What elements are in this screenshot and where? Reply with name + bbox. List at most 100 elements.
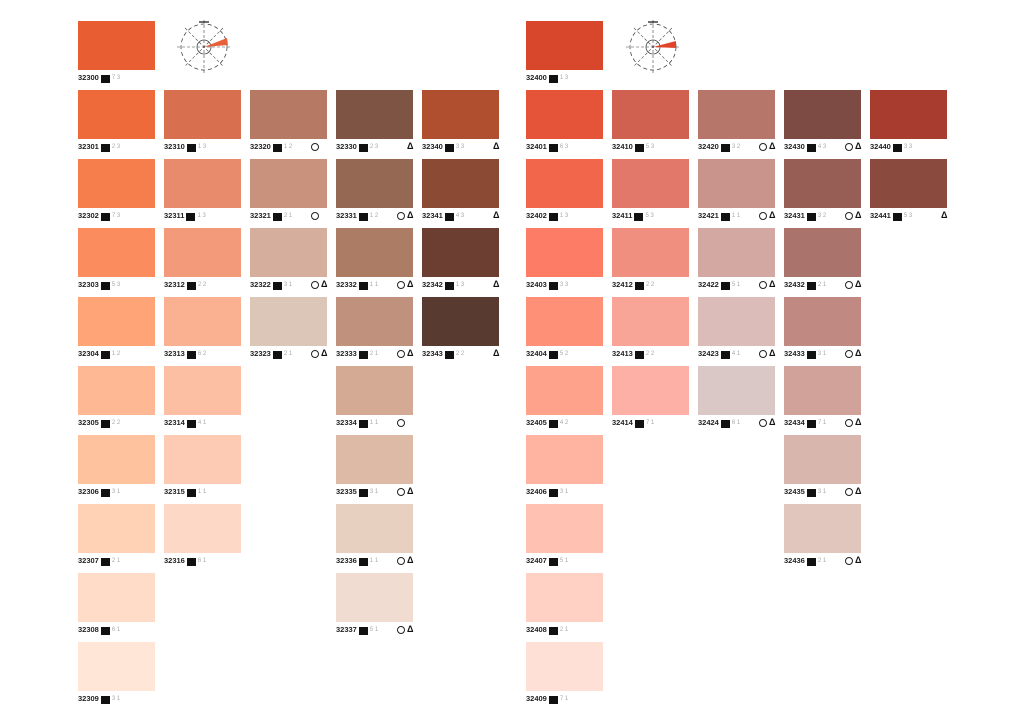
swatch-marks: 2 2 [634, 349, 654, 359]
swatch-label-32403: 32403 3 3 [526, 280, 608, 290]
swatch-marks: 6 3 [548, 142, 568, 152]
circle-icon [397, 626, 405, 634]
swatch-label-32430: 32430 4 3 Δ [784, 141, 866, 152]
swatch-code: 32340 [422, 142, 443, 151]
black-square-icon [100, 696, 110, 704]
swatch-rating: 1 3 [559, 213, 569, 219]
black-square-icon [548, 75, 558, 83]
swatch-label-32304: 32304 1 2 [78, 349, 160, 359]
black-square-icon [634, 144, 644, 152]
swatch-rating: 1 3 [197, 144, 207, 150]
black-square-icon [100, 351, 110, 359]
delta-icon: Δ [493, 210, 500, 220]
black-square-icon [806, 351, 816, 359]
swatch-code: 32409 [526, 694, 547, 703]
swatch-marks: 2 2 [100, 418, 120, 428]
black-square-icon [892, 213, 902, 221]
swatch-code: 32313 [164, 349, 185, 358]
delta-icon: Δ [855, 141, 862, 151]
delta-icon: Δ [493, 279, 500, 289]
black-square-icon [444, 282, 454, 290]
swatch-label-32409: 32409 7 1 [526, 694, 608, 704]
swatch-rating: 2 1 [817, 282, 827, 288]
black-square-icon [548, 558, 558, 566]
delta-icon: Δ [855, 279, 862, 289]
swatch-32336 [336, 504, 413, 553]
swatch-code: 32314 [164, 418, 185, 427]
swatch-32335 [336, 435, 413, 484]
swatch-marks: 2 2 [634, 280, 654, 290]
swatch-code: 32441 [870, 211, 891, 220]
swatch-marks: 1 3 [444, 280, 464, 290]
black-square-icon [100, 282, 110, 290]
swatch-marks: 4 1 [186, 418, 206, 428]
swatch-rating: 1 3 [197, 213, 206, 219]
swatch-label-32315: 32315 1 1 [164, 487, 246, 497]
black-square-icon [100, 75, 110, 83]
swatch-rating: 7 3 [111, 75, 121, 81]
swatch-code: 32342 [422, 280, 443, 289]
black-square-icon [548, 420, 558, 428]
swatch-32406 [526, 435, 603, 484]
swatch-32300 [78, 21, 155, 70]
circle-icon [845, 212, 853, 220]
circle-icon [311, 143, 319, 151]
swatch-marks: 6 1 [100, 625, 120, 635]
swatch-rating: 5 3 [645, 144, 655, 150]
swatch-rating: 4 2 [559, 420, 569, 426]
swatch-code: 32402 [526, 211, 547, 220]
swatch-label-32414: 32414 7 1 [612, 418, 694, 428]
swatch-marks: 6 1 [186, 556, 207, 566]
swatch-label-32322: 32322 3 1 Δ [250, 279, 332, 290]
swatch-marks: 3 1 [806, 487, 826, 497]
swatch-rating: 1 1 [369, 558, 379, 564]
black-square-icon [548, 213, 558, 221]
swatch-rating: 1 2 [369, 213, 379, 219]
swatch-rating: 1 2 [111, 351, 121, 357]
swatch-32411 [612, 159, 689, 208]
swatch-code: 32304 [78, 349, 99, 358]
black-square-icon [806, 420, 816, 428]
swatch-code: 32433 [784, 349, 805, 358]
swatch-rating: 2 2 [197, 282, 207, 288]
black-square-icon [358, 282, 368, 290]
swatch-marks: 1 2 [100, 349, 121, 359]
swatch-rating: 2 1 [283, 213, 293, 219]
swatch-32310 [164, 90, 241, 139]
delta-icon: Δ [321, 348, 328, 358]
swatch-label-32405: 32405 4 2 [526, 418, 608, 428]
delta-icon: Δ [855, 348, 862, 358]
swatch-32432 [784, 228, 861, 277]
swatch-rating: 6 1 [197, 558, 207, 564]
circle-icon [397, 419, 405, 427]
swatch-code: 32412 [612, 280, 633, 289]
black-square-icon [186, 213, 196, 221]
delta-icon: Δ [855, 486, 862, 496]
swatch-code: 32430 [784, 142, 805, 151]
black-square-icon [358, 351, 368, 359]
swatch-32402 [526, 159, 603, 208]
swatch-marks: 1 2 [272, 142, 292, 152]
swatch-code: 32316 [164, 556, 185, 565]
swatch-label-32343: 32343 2 2 Δ [422, 348, 504, 359]
black-square-icon [186, 489, 196, 497]
swatch-marks: 4 1 [720, 349, 740, 359]
black-square-icon [806, 282, 816, 290]
swatch-rating: 5 3 [111, 282, 121, 288]
swatch-code: 32307 [78, 556, 99, 565]
circle-icon [759, 419, 767, 427]
delta-icon: Δ [769, 417, 776, 427]
black-square-icon [100, 420, 110, 428]
black-square-icon [100, 627, 110, 635]
swatch-label-32314: 32314 4 1 [164, 418, 246, 428]
swatch-32414 [612, 366, 689, 415]
swatch-label-32307: 32307 2 1 [78, 556, 160, 566]
black-square-icon [272, 144, 282, 152]
black-square-icon [634, 351, 644, 359]
swatch-32320 [250, 90, 327, 139]
swatch-rating: 3 2 [817, 213, 827, 219]
swatch-code: 32335 [336, 487, 357, 496]
circle-icon [845, 281, 853, 289]
circle-icon [759, 212, 767, 220]
